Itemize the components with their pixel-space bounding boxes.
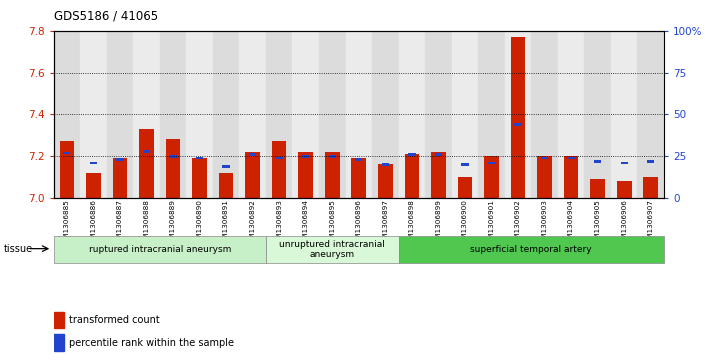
Bar [143, 150, 150, 153]
Bar [617, 181, 631, 198]
Bar [541, 157, 548, 159]
Bar [80, 31, 106, 198]
Bar [328, 155, 336, 158]
Bar [249, 154, 256, 156]
Bar [431, 152, 446, 198]
Bar [452, 31, 478, 198]
Bar [90, 162, 97, 164]
Bar [319, 31, 346, 198]
Bar [54, 31, 80, 198]
Bar [54, 236, 266, 263]
Bar [346, 31, 372, 198]
Bar [196, 157, 203, 159]
Text: ruptured intracranial aneurysm: ruptured intracranial aneurysm [89, 245, 231, 254]
Bar [398, 236, 664, 263]
Bar [372, 31, 398, 198]
Bar [558, 31, 584, 198]
Bar [54, 334, 64, 351]
Text: percentile rank within the sample: percentile rank within the sample [69, 338, 233, 347]
Bar [478, 31, 505, 198]
Bar [405, 154, 419, 198]
Bar [564, 156, 578, 198]
Text: superficial temporal artery: superficial temporal artery [471, 245, 592, 254]
Bar [186, 31, 213, 198]
Bar [505, 31, 531, 198]
Bar [408, 154, 416, 156]
Bar [116, 158, 124, 161]
Bar [638, 31, 664, 198]
Bar [302, 155, 309, 158]
Bar [461, 163, 468, 166]
Bar [590, 179, 605, 198]
Bar [537, 156, 552, 198]
Bar [594, 160, 601, 163]
Bar [458, 177, 472, 198]
Bar [643, 177, 658, 198]
Bar [488, 162, 495, 164]
Bar [484, 156, 499, 198]
Text: tissue: tissue [4, 244, 33, 254]
Bar [166, 139, 181, 198]
Bar [511, 37, 526, 198]
Bar [611, 31, 638, 198]
Bar [272, 142, 286, 198]
Bar [134, 31, 160, 198]
Bar [63, 152, 71, 154]
Bar [620, 162, 628, 164]
Bar [382, 163, 389, 166]
Bar [218, 173, 233, 198]
Bar [246, 152, 260, 198]
Bar [239, 31, 266, 198]
Bar [223, 165, 230, 168]
Bar [266, 31, 293, 198]
Bar [192, 158, 207, 198]
Bar [378, 164, 393, 198]
Bar [293, 31, 319, 198]
Bar [86, 173, 101, 198]
Bar [514, 123, 522, 126]
Bar [54, 311, 64, 328]
Bar [139, 129, 154, 198]
Bar [531, 31, 558, 198]
Bar [213, 31, 239, 198]
Bar [298, 152, 313, 198]
Bar [435, 154, 442, 156]
Bar [106, 31, 134, 198]
Text: transformed count: transformed count [69, 315, 159, 325]
Bar [647, 160, 655, 163]
Bar [169, 155, 176, 158]
Bar [266, 236, 398, 263]
Bar [351, 158, 366, 198]
Bar [276, 157, 283, 159]
Bar [160, 31, 186, 198]
Bar [584, 31, 611, 198]
Bar [113, 158, 127, 198]
Bar [425, 31, 452, 198]
Text: GDS5186 / 41065: GDS5186 / 41065 [54, 9, 158, 22]
Bar [568, 157, 575, 159]
Bar [325, 152, 340, 198]
Text: unruptured intracranial
aneurysm: unruptured intracranial aneurysm [279, 240, 385, 259]
Bar [59, 142, 74, 198]
Bar [355, 158, 363, 161]
Bar [398, 31, 425, 198]
